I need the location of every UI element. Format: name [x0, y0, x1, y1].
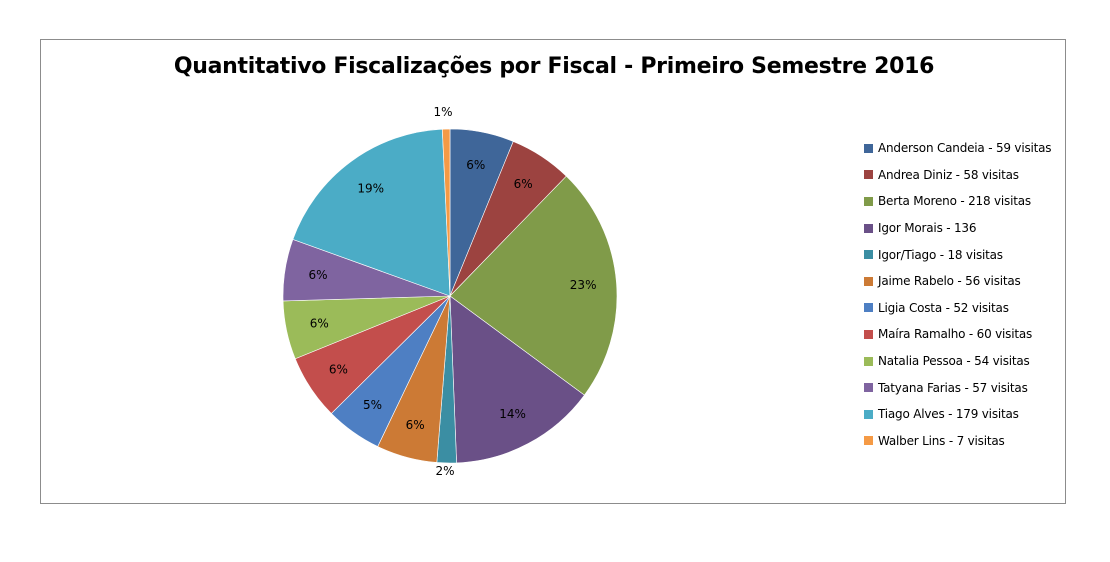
legend-label: Tiago Alves - 179 visitas — [878, 407, 1019, 422]
slice-percent-label: 23% — [570, 278, 597, 292]
legend-label: Jaime Rabelo - 56 visitas — [878, 274, 1021, 289]
chart-legend: Anderson Candeia - 59 visitas Andrea Dini… — [864, 135, 1064, 454]
legend-swatch — [864, 436, 873, 446]
pie-slice — [441, 128, 451, 297]
legend-label: Berta Moreno - 218 visitas — [878, 194, 1031, 209]
legend-label: Ligia Costa - 52 visitas — [878, 300, 1009, 315]
legend-label: Igor Morais - 136 — [878, 221, 977, 236]
legend-item: Jaime Rabelo - 56 visitas — [864, 268, 1064, 295]
pie-chart: 6% 6% 23% 14% 2% 6% 5% 6% 6% 6% 19% 1% — [282, 105, 618, 478]
legend-swatch — [864, 329, 873, 339]
legend-swatch — [864, 409, 873, 419]
legend-item: Igor Morais - 136 — [864, 215, 1064, 242]
legend-label: Walber Lins - 7 visitas — [878, 433, 1005, 448]
legend-label: Natalia Pessoa - 54 visitas — [878, 354, 1030, 369]
slice-percent-label: 19% — [357, 181, 384, 195]
pie-slice — [292, 128, 451, 297]
legend-swatch — [864, 196, 873, 206]
legend-label: Igor/Tiago - 18 visitas — [878, 247, 1003, 262]
slice-percent-label: 2% — [435, 464, 454, 478]
pie-slice — [449, 175, 618, 396]
slice-percent-label: 1% — [433, 105, 452, 119]
legend-item: Walber Lins - 7 visitas — [864, 428, 1064, 455]
legend-swatch — [864, 170, 873, 180]
slice-percent-label: 6% — [466, 158, 485, 172]
legend-item: Igor/Tiago - 18 visitas — [864, 241, 1064, 268]
chart-frame: Quantitativo Fiscalizações por Fiscal - … — [40, 39, 1066, 504]
slice-percent-label: 6% — [406, 418, 425, 432]
slice-percent-label: 6% — [309, 268, 328, 282]
legend-swatch — [864, 250, 873, 260]
legend-swatch — [864, 276, 873, 286]
legend-swatch — [864, 143, 873, 153]
chart-title: Quantitativo Fiscalizações por Fiscal - … — [173, 54, 935, 79]
slice-percent-label: 14% — [499, 407, 526, 421]
legend-item: Ligia Costa - 52 visitas — [864, 295, 1064, 322]
legend-label: Anderson Candeia - 59 visitas — [878, 141, 1052, 156]
legend-label: Andrea Diniz - 58 visitas — [878, 167, 1019, 182]
legend-item: Tiago Alves - 179 visitas — [864, 401, 1064, 428]
legend-swatch — [864, 356, 873, 366]
legend-item: Anderson Candeia - 59 visitas — [864, 135, 1064, 162]
legend-label: Tatyana Farias - 57 visitas — [878, 380, 1028, 395]
legend-label: Maíra Ramalho - 60 visitas — [878, 327, 1033, 342]
legend-item: Berta Moreno - 218 visitas — [864, 188, 1064, 215]
legend-item: Andrea Diniz - 58 visitas — [864, 162, 1064, 189]
slice-percent-label: 5% — [363, 398, 382, 412]
slice-percent-label: 6% — [514, 177, 533, 191]
legend-item: Natalia Pessoa - 54 visitas — [864, 348, 1064, 375]
legend-item: Tatyana Farias - 57 visitas — [864, 374, 1064, 401]
legend-swatch — [864, 383, 873, 393]
legend-swatch — [864, 223, 873, 233]
pie-slice — [449, 295, 585, 464]
slice-percent-label: 6% — [329, 363, 348, 377]
legend-swatch — [864, 303, 873, 313]
slice-percent-label: 6% — [310, 317, 329, 331]
legend-item: Maíra Ramalho - 60 visitas — [864, 321, 1064, 348]
